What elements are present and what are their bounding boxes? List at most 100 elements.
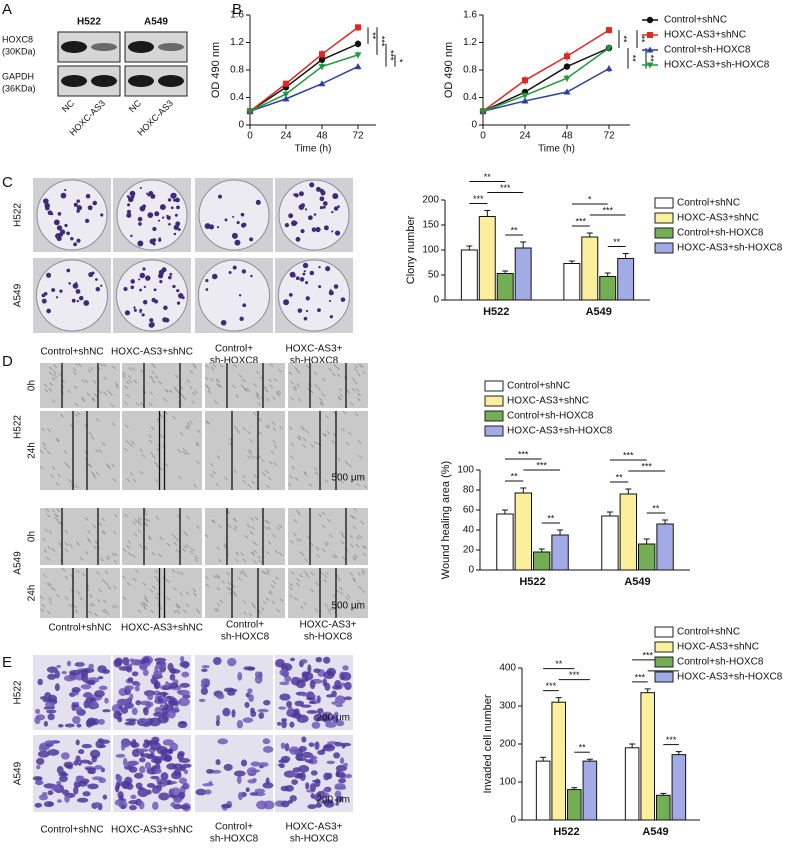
cell-texture: [223, 545, 228, 550]
invaded-cell: [334, 711, 339, 718]
cell-texture: [226, 581, 231, 585]
cell-texture: [246, 430, 251, 435]
invaded-cell: [301, 736, 307, 743]
cell-texture: [185, 591, 190, 595]
cell-texture: [272, 427, 277, 432]
cell-texture: [264, 526, 269, 531]
cell-line: H522: [77, 17, 101, 28]
x-tick-label: H522: [553, 826, 579, 838]
cell-texture: [122, 371, 126, 376]
bar: [533, 551, 551, 571]
cell-texture: [60, 413, 64, 418]
invaded-cell: [237, 792, 244, 801]
cell-texture: [337, 396, 342, 401]
cell-texture: [163, 397, 167, 402]
colony-dot: [130, 279, 135, 284]
invaded-cell: [38, 744, 48, 752]
legend-label: HOXC-AS3+shNC: [677, 213, 759, 224]
cell-texture: [124, 513, 128, 518]
y-axis-title: Invaded cell number: [482, 694, 494, 793]
x-axis-title: Time (h): [295, 144, 332, 155]
cell-texture: [64, 548, 69, 553]
cell-texture: [265, 571, 270, 575]
legend-swatch: [484, 425, 504, 437]
cell-texture: [262, 472, 266, 476]
invaded-cell: [44, 701, 55, 708]
cell-texture: [144, 597, 149, 602]
colony-dot: [43, 198, 49, 204]
cell-texture: [240, 552, 245, 556]
invaded-cell: [66, 660, 72, 667]
cell-texture: [323, 578, 328, 583]
cell-texture: [92, 475, 97, 480]
colony-dot: [71, 298, 76, 303]
invaded-cell: [77, 762, 82, 766]
invaded-cell: [293, 708, 300, 717]
cell-texture: [196, 429, 201, 434]
cell-texture: [238, 373, 243, 378]
cell-texture: [56, 508, 61, 513]
invaded-cell: [262, 745, 274, 753]
cell-texture: [336, 366, 340, 371]
cell-texture: [154, 575, 159, 580]
cell-texture: [226, 571, 231, 576]
cell-texture: [86, 537, 91, 542]
cell-texture: [272, 534, 276, 538]
cell-texture: [226, 586, 231, 591]
point: [355, 24, 361, 31]
cell-texture: [275, 390, 280, 395]
invaded-cell: [216, 693, 225, 700]
cell-texture: [91, 472, 96, 477]
invaded-cell: [335, 703, 344, 708]
cell-texture: [250, 517, 254, 521]
cell-texture: [271, 600, 276, 605]
cell-texture: [243, 573, 248, 578]
invaded-cell: [309, 783, 317, 792]
invaded-cell: [63, 761, 74, 768]
invaded-cell: [56, 664, 62, 669]
cell-texture: [148, 402, 153, 407]
cell-texture: [129, 472, 134, 476]
cell-texture: [183, 545, 187, 549]
cell-texture: [107, 554, 112, 559]
cell-texture: [278, 368, 283, 373]
cell-texture: [179, 592, 184, 596]
cell-texture: [46, 513, 51, 518]
cell-texture: [166, 579, 170, 583]
plate: [36, 259, 108, 332]
cell-texture: [96, 571, 100, 575]
colony-dot: [167, 198, 172, 202]
cell-texture: [173, 541, 177, 546]
invaded-cell: [61, 789, 70, 795]
invaded-cell: [154, 665, 159, 674]
cell-texture: [242, 474, 246, 479]
colony-dot: [158, 238, 162, 242]
cell-texture: [114, 604, 119, 609]
x-tick-label: H522: [483, 306, 509, 318]
cell-texture: [277, 389, 282, 394]
significance-label: **: [511, 225, 519, 235]
invaded-cell: [298, 765, 310, 773]
invaded-cell: [167, 662, 174, 672]
colony-dot: [92, 200, 98, 206]
invaded-cell: [240, 759, 248, 767]
cell-texture: [79, 596, 84, 601]
colony-dot: [139, 310, 142, 314]
cell-texture: [84, 516, 89, 521]
colony-dot: [322, 201, 328, 206]
wound-image: [122, 411, 202, 490]
cell-texture: [47, 450, 51, 455]
invaded-cell: [227, 657, 237, 667]
invaded-cell: [99, 744, 106, 749]
cell-texture: [52, 370, 57, 374]
point: [605, 45, 613, 52]
cell-texture: [232, 517, 236, 522]
plate: [198, 179, 270, 251]
cell-texture: [296, 383, 300, 387]
colony-dot: [283, 299, 290, 306]
cell-texture: [88, 463, 93, 468]
cell-texture: [148, 439, 153, 444]
cell-texture: [340, 531, 344, 536]
colony-dot: [46, 308, 51, 314]
cell-texture: [296, 582, 300, 587]
